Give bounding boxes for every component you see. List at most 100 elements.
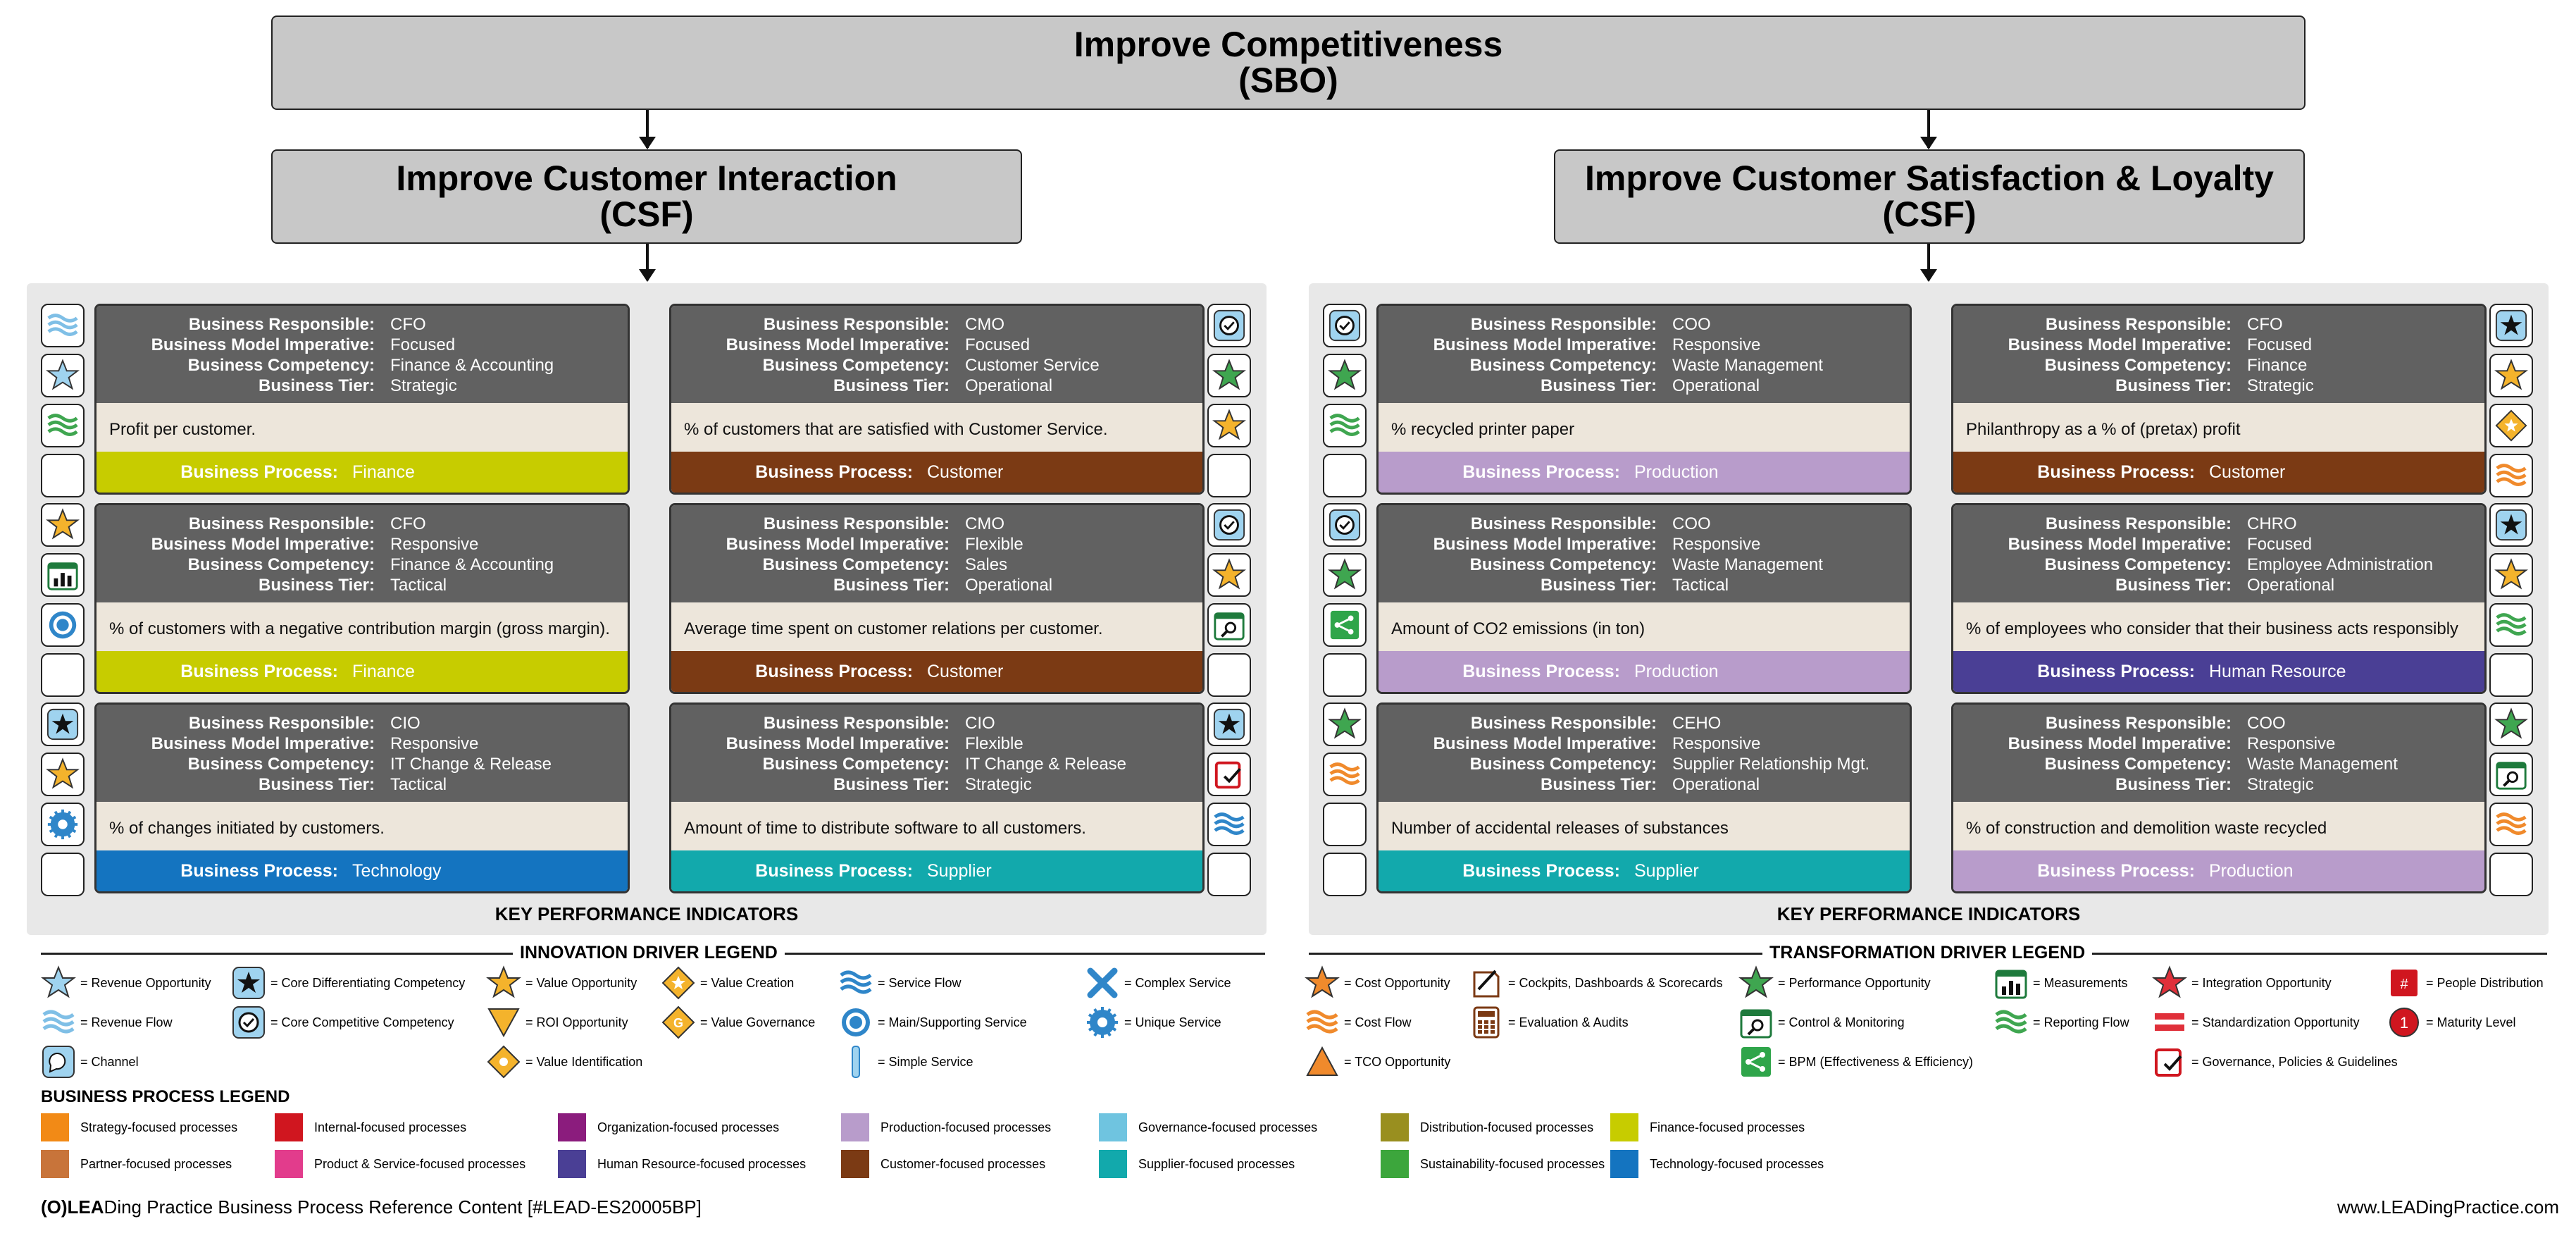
csf-left-tag: (CSF) bbox=[599, 194, 694, 234]
driver-slot[interactable] bbox=[1323, 853, 1367, 896]
driver-slot[interactable] bbox=[1323, 603, 1367, 647]
driver-slot[interactable] bbox=[1207, 603, 1251, 647]
business-process-bar: Business Process: Human Resource bbox=[1953, 651, 2484, 692]
footer-url[interactable]: www.LEADingPractice.com bbox=[2337, 1196, 2559, 1218]
kpi-card[interactable]: Business Responsible: CIO Business Model … bbox=[94, 702, 630, 893]
driver-slot[interactable] bbox=[41, 702, 85, 746]
driver-slot[interactable] bbox=[41, 404, 85, 447]
driver-slot[interactable] bbox=[41, 454, 85, 497]
legend-label: = Performance Opportunity bbox=[1778, 975, 1931, 990]
responsible-value: CEHO bbox=[1672, 714, 1722, 733]
kpi-text: % recycled printer paper bbox=[1391, 420, 1575, 439]
driver-slot[interactable] bbox=[1323, 653, 1367, 697]
driver-slot[interactable] bbox=[1323, 702, 1367, 746]
driver-slot[interactable] bbox=[2489, 553, 2533, 597]
kpi-card[interactable]: Business Responsible: CMO Business Model … bbox=[669, 304, 1205, 495]
legend-label: = TCO Opportunity bbox=[1344, 1054, 1451, 1069]
driver-slot[interactable] bbox=[1207, 454, 1251, 497]
driver-slot[interactable] bbox=[1207, 304, 1251, 347]
unique-service-icon bbox=[47, 809, 78, 840]
driver-slot[interactable] bbox=[2489, 304, 2533, 347]
driver-slot[interactable] bbox=[1207, 753, 1251, 796]
tier-value: Strategic bbox=[2247, 376, 2314, 395]
responsible-label: Business Responsible: bbox=[1470, 315, 1657, 334]
tier-value: Tactical bbox=[390, 576, 447, 595]
kpi-card[interactable]: Business Responsible: CFO Business Model … bbox=[1951, 304, 2487, 495]
bp-legend-label: Technology-focused processes bbox=[1650, 1156, 1824, 1171]
competency-label: Business Competency: bbox=[187, 755, 375, 774]
empty-icon bbox=[1328, 459, 1362, 493]
driver-slot[interactable] bbox=[1323, 404, 1367, 447]
value-opportunity-icon bbox=[1212, 558, 1246, 590]
tier-label: Business Tier: bbox=[1541, 775, 1657, 794]
driver-slot[interactable] bbox=[41, 853, 85, 896]
driver-slot[interactable] bbox=[1323, 553, 1367, 597]
kpi-card[interactable]: Business Responsible: CHRO Business Model… bbox=[1951, 503, 2487, 694]
driver-slot[interactable] bbox=[2489, 454, 2533, 497]
leading-practice-logo: (O)LEA bbox=[41, 1196, 104, 1218]
color-swatch bbox=[1610, 1113, 1638, 1141]
tier-value: Tactical bbox=[390, 775, 447, 794]
kpi-text: % of employees who consider that their b… bbox=[1966, 619, 2459, 638]
driver-slot[interactable] bbox=[2489, 853, 2533, 896]
governance-icon bbox=[2155, 1048, 2182, 1077]
kpi-card[interactable]: Business Responsible: COO Business Model … bbox=[1376, 503, 1912, 694]
value-opportunity-icon bbox=[486, 965, 521, 998]
kpi-card[interactable]: Business Responsible: COO Business Model … bbox=[1376, 304, 1912, 495]
driver-slot[interactable] bbox=[2489, 753, 2533, 796]
driver-slot[interactable] bbox=[1207, 653, 1251, 697]
business-process-bar: Business Process: Customer bbox=[671, 452, 1202, 493]
process-value: Customer bbox=[2209, 462, 2286, 482]
driver-slot[interactable] bbox=[2489, 503, 2533, 547]
bp-legend-item: Production-focused processes bbox=[841, 1113, 1051, 1141]
legend-item: = Revenue Opportunity bbox=[41, 965, 211, 1001]
driver-slot[interactable] bbox=[1207, 803, 1251, 846]
value-identification-icon bbox=[487, 1045, 521, 1079]
driver-slot[interactable] bbox=[1207, 853, 1251, 896]
competency-label: Business Competency: bbox=[1469, 356, 1657, 375]
driver-slot[interactable] bbox=[41, 653, 85, 697]
driver-slot[interactable] bbox=[2489, 653, 2533, 697]
driver-slot[interactable] bbox=[41, 503, 85, 547]
kpi-card[interactable]: Business Responsible: CMO Business Model … bbox=[669, 503, 1205, 694]
bp-legend-label: Finance-focused processes bbox=[1650, 1120, 1805, 1134]
driver-slot[interactable] bbox=[2489, 702, 2533, 746]
bpm-icon bbox=[1330, 610, 1359, 640]
driver-slot[interactable] bbox=[1207, 503, 1251, 547]
kpi-card[interactable]: Business Responsible: COO Business Model … bbox=[1951, 702, 2487, 893]
driver-slot[interactable] bbox=[1207, 702, 1251, 746]
csf-right-tag: (CSF) bbox=[1882, 194, 1977, 234]
driver-slot[interactable] bbox=[2489, 803, 2533, 846]
driver-slot[interactable] bbox=[41, 603, 85, 647]
kpi-card[interactable]: Business Responsible: CFO Business Model … bbox=[94, 304, 630, 495]
driver-slot[interactable] bbox=[1323, 304, 1367, 347]
tier-label: Business Tier: bbox=[259, 775, 375, 794]
driver-slot[interactable] bbox=[1323, 354, 1367, 397]
legend-label: = Value Creation bbox=[700, 975, 795, 990]
cost-flow-icon bbox=[2496, 464, 2527, 486]
driver-slot[interactable] bbox=[1323, 454, 1367, 497]
kpi-card[interactable]: Business Responsible: CFO Business Model … bbox=[94, 503, 630, 694]
driver-slot[interactable] bbox=[1323, 753, 1367, 796]
kpi-card[interactable]: Business Responsible: CEHO Business Model… bbox=[1376, 702, 1912, 893]
driver-slot[interactable] bbox=[1323, 803, 1367, 846]
driver-slot[interactable] bbox=[41, 354, 85, 397]
driver-slot[interactable] bbox=[1207, 354, 1251, 397]
legend-label: = Channel bbox=[80, 1054, 139, 1069]
channel-icon bbox=[42, 1046, 75, 1078]
legend-label: = People Distribution bbox=[2426, 975, 2544, 990]
driver-slot[interactable] bbox=[1207, 553, 1251, 597]
kpi-card[interactable]: Business Responsible: CIO Business Model … bbox=[669, 702, 1205, 893]
process-label: Business Process: bbox=[755, 661, 913, 681]
driver-slot[interactable] bbox=[41, 803, 85, 846]
tier-value: Tactical bbox=[1672, 576, 1729, 595]
driver-slot[interactable] bbox=[41, 304, 85, 347]
driver-slot[interactable] bbox=[41, 753, 85, 796]
driver-slot[interactable] bbox=[1207, 404, 1251, 447]
driver-slot[interactable] bbox=[41, 553, 85, 597]
driver-slot[interactable] bbox=[2489, 404, 2533, 447]
driver-slot[interactable] bbox=[2489, 603, 2533, 647]
legend-item: = Cost Flow bbox=[1305, 1005, 1412, 1040]
driver-slot[interactable] bbox=[1323, 503, 1367, 547]
driver-slot[interactable] bbox=[2489, 354, 2533, 397]
